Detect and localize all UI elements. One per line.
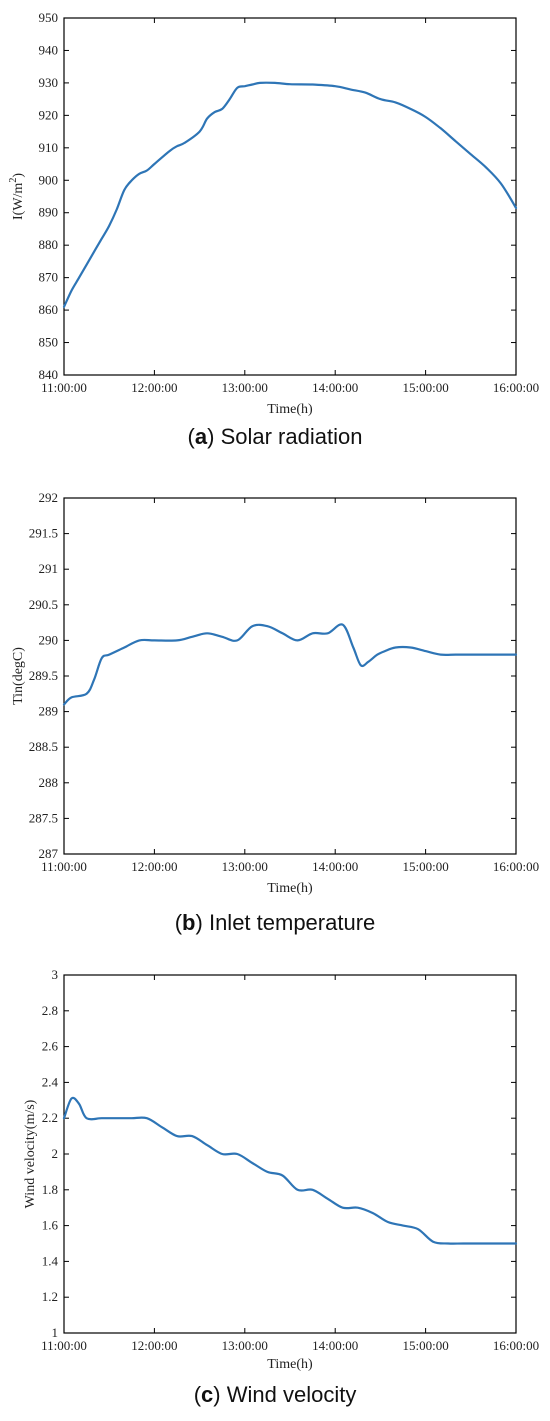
y-tick-label: 860: [39, 302, 59, 317]
x-tick-label: 12:00:00: [131, 380, 177, 395]
x-tick-label: 14:00:00: [312, 1338, 358, 1353]
x-tick-label: 12:00:00: [131, 1338, 177, 1353]
x-tick-label: 11:00:00: [41, 380, 87, 395]
y-tick-label: 890: [39, 205, 59, 220]
y-tick-label: 850: [39, 335, 59, 350]
y-tick-label: 290.5: [29, 597, 58, 612]
caption-text: Solar radiation: [220, 424, 363, 449]
y-tick-label: 290: [39, 632, 59, 647]
y-tick-label: 870: [39, 270, 59, 285]
y-tick-label: 289.5: [29, 668, 58, 683]
x-tick-label: 14:00:00: [312, 859, 358, 874]
y-axis-label-end: ): [11, 173, 26, 178]
y-tick-label: 2: [52, 1146, 59, 1161]
plot-frame: [63, 497, 517, 855]
y-tick-label: 287.5: [29, 810, 58, 825]
wind-velocity-chart: 1 1.2 1.4 1.6 1.8 2 2.2 2.4 2.6 2.8 3 11:00:00 12:00…: [23, 967, 539, 1372]
y-tick-label: 940: [39, 42, 59, 57]
caption-solar-radiation: (a) Solar radiation: [187, 424, 363, 449]
y-tick-label: 291.5: [29, 526, 58, 541]
y-axis-label-text: I(W/m: [11, 183, 26, 220]
y-tick-label: 292: [39, 490, 59, 505]
x-tick-label: 13:00:00: [222, 1338, 268, 1353]
series-line: [62, 81, 518, 308]
x-tick-label: 15:00:00: [402, 1338, 448, 1353]
series-line: [62, 1096, 518, 1245]
x-tick-label: 13:00:00: [222, 380, 268, 395]
x-tick-label: 12:00:00: [131, 859, 177, 874]
y-tick-label: 288.5: [29, 739, 58, 754]
solar-radiation-chart: 840 850 860 870 880 890 900 910 920 930 940 950 11:0…: [8, 10, 539, 417]
y-tick-label: 2.8: [42, 1003, 58, 1018]
chart-panel-wind-velocity: 1 1.2 1.4 1.6 1.8 2 2.2 2.4 2.6 2.8 3 11:00:00 12:00…: [0, 950, 550, 1421]
y-axis-label: Wind velocity(m/s): [23, 1099, 38, 1208]
y-tick-label: 910: [39, 140, 59, 155]
x-tick-label: 13:00:00: [222, 859, 268, 874]
inlet-temperature-chart: 287 287.5 288 288.5 289 289.5 290 290.5 291 291.5…: [11, 490, 539, 896]
x-tick-label: 16:00:00: [493, 380, 539, 395]
caption-text: Wind velocity: [226, 1382, 357, 1407]
y-tick-label: 287: [39, 846, 59, 861]
caption-letter: b: [182, 910, 196, 935]
x-axis-label: Time(h): [267, 402, 313, 417]
y-tick-label: 1.8: [42, 1182, 58, 1197]
chart-panel-solar-radiation: 840 850 860 870 880 890 900 910 920 930 940 950 11:0…: [0, 0, 550, 462]
y-axis-label: Tin(degC): [11, 647, 26, 705]
y-tick-label: 2.6: [42, 1039, 59, 1054]
x-tick-label: 14:00:00: [312, 380, 358, 395]
x-tick-label: 11:00:00: [41, 859, 87, 874]
y-tick-label: 1.6: [42, 1218, 59, 1233]
caption-inlet-temperature: (b) Inlet temperature: [174, 910, 376, 935]
y-tick-label: 920: [39, 107, 59, 122]
y-tick-label: 2.2: [42, 1110, 58, 1125]
chart-panel-inlet-temperature: 287 287.5 288 288.5 289 289.5 290 290.5 291 291.5…: [0, 470, 550, 948]
caption-wind-velocity: (c) Wind velocity: [193, 1382, 357, 1407]
y-tick-label: 2.4: [42, 1074, 59, 1089]
y-tick-label: 288: [39, 775, 59, 790]
y-tick-label: 1: [52, 1325, 59, 1340]
y-tick-label: 1.2: [42, 1289, 58, 1304]
y-tick-label: 930: [39, 75, 59, 90]
caption-letter: a: [194, 424, 208, 449]
x-axis-label: Time(h): [267, 881, 313, 896]
series-line: [62, 623, 518, 706]
y-axis-label: I(W/m2): [8, 173, 26, 220]
y-tick-label: 291: [39, 561, 59, 576]
plot-frame: [63, 17, 517, 376]
x-axis-label: Time(h): [267, 1357, 313, 1372]
caption-letter: c: [201, 1382, 214, 1407]
y-axis-label-superscript: 2: [8, 178, 19, 183]
x-tick-label: 16:00:00: [493, 859, 539, 874]
caption-text: Inlet temperature: [208, 910, 376, 935]
y-axis-label-text: Wind velocity(m/s): [23, 1099, 38, 1208]
x-tick-label: 11:00:00: [41, 1338, 87, 1353]
y-tick-label: 900: [39, 172, 59, 187]
y-tick-label: 1.4: [42, 1253, 59, 1268]
y-axis-label-text: Tin(degC): [11, 647, 26, 705]
y-tick-label: 840: [39, 367, 59, 382]
y-tick-label: 289: [39, 704, 59, 719]
plot-frame: [63, 974, 517, 1334]
x-tick-label: 16:00:00: [493, 1338, 539, 1353]
x-tick-label: 15:00:00: [402, 859, 448, 874]
y-tick-label: 950: [39, 10, 59, 25]
y-tick-label: 880: [39, 237, 59, 252]
y-tick-label: 3: [52, 967, 59, 982]
x-tick-label: 15:00:00: [402, 380, 448, 395]
